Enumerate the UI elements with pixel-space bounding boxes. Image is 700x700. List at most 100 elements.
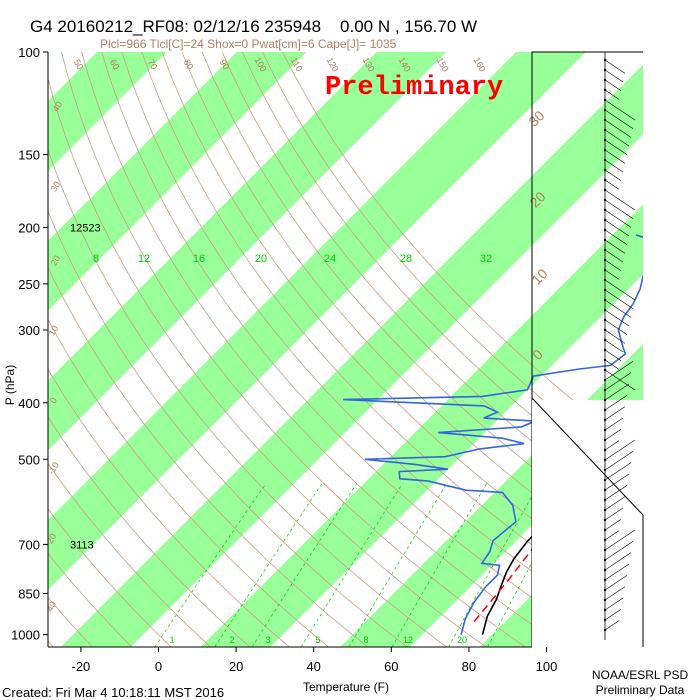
- mixing-ratio-label-bottom: 5: [315, 635, 320, 645]
- y-tick-label: 1000: [11, 628, 40, 643]
- preliminary-watermark: Preliminary: [325, 73, 503, 103]
- adiabat-label-left: 20: [45, 532, 59, 546]
- wind-barb: [604, 473, 630, 491]
- wind-level-dot: [603, 158, 607, 162]
- adiabat-label-left: 40: [45, 600, 59, 614]
- dry-adiabat-line: [81, 52, 565, 647]
- wind-level-dot: [603, 258, 607, 262]
- wind-barb: [604, 149, 626, 164]
- x-tick-label: 20: [229, 659, 243, 674]
- wind-level-dot: [603, 378, 607, 382]
- wind-level-dot: [603, 218, 607, 222]
- mixing-ratio-label-bottom: 2: [229, 635, 234, 645]
- wind-level-dot: [603, 88, 607, 92]
- wind-barb: [604, 89, 620, 100]
- height-label: 3113: [70, 539, 94, 551]
- wind-level-dot: [603, 368, 607, 372]
- wind-level-dot: [603, 188, 607, 192]
- wind-level-dot: [603, 68, 607, 72]
- wind-barb: [604, 359, 620, 370]
- wind-barb: [604, 586, 626, 601]
- mixing-ratio-label-top: 28: [400, 253, 412, 265]
- y-tick-label: 700: [18, 537, 40, 552]
- wind-barb: [604, 439, 636, 461]
- wind-barb: [604, 383, 630, 401]
- mixing-ratio-label-top: 24: [324, 253, 336, 265]
- wind-level-dot: [603, 308, 607, 312]
- wind-level-dot: [603, 358, 607, 362]
- wind-level-dot: [603, 208, 607, 212]
- wind-barb: [604, 319, 628, 335]
- wind-barb: [604, 519, 622, 531]
- wind-barb: [604, 406, 626, 421]
- wind-level-dot: [603, 238, 607, 242]
- wind-barb: [604, 361, 634, 381]
- wind-barb: [604, 69, 624, 83]
- wind-level-dot: [603, 98, 607, 102]
- wind-barb: [604, 507, 624, 521]
- x-tick-label: 0: [155, 659, 162, 674]
- adiabat-label-top: 80: [182, 58, 196, 72]
- isotherm-bands: [48, 52, 643, 647]
- isotherm-band: [48, 52, 167, 171]
- adiabat-label-top: 60: [108, 58, 122, 72]
- wind-level-dot: [603, 458, 607, 462]
- isotherm-band: [48, 52, 307, 311]
- wind-barb: [604, 179, 620, 190]
- mixing-ratio-label-bottom: 20: [457, 635, 467, 645]
- wind-level-dot: [603, 318, 607, 322]
- y-axis-label: P (hPa): [3, 365, 17, 405]
- wind-level-dot: [603, 288, 607, 292]
- y-tick-label: 200: [18, 220, 40, 235]
- wind-level-dot: [603, 408, 607, 412]
- wind-barb: [604, 620, 620, 631]
- x-tick-label: 40: [306, 659, 320, 674]
- sounding-indices: Plcl=966 Tlcl[C]=24 Shox=0 Pwat[cm]=6 Ca…: [100, 37, 397, 51]
- wind-level-dot: [603, 338, 607, 342]
- y-tick-label: 100: [18, 45, 40, 60]
- wind-barb: [604, 99, 636, 121]
- wind-barb: [604, 229, 628, 245]
- wind-level-dot: [603, 78, 607, 82]
- wind-barb: [604, 189, 636, 211]
- adiabat-label-left: 20: [49, 254, 63, 268]
- x-tick-label: 100: [536, 659, 558, 674]
- wind-barb: [604, 159, 624, 173]
- wind-barb: [604, 329, 626, 344]
- wind-barb: [604, 541, 634, 561]
- wind-barb: [604, 209, 632, 228]
- wind-barb: [604, 349, 622, 361]
- dry-adiabat-line: [48, 368, 290, 647]
- wind-barb: [604, 309, 630, 327]
- chart-title: G4 20160212_RF08: 02/12/16 235948 0.00 N…: [30, 17, 477, 36]
- wind-barb: [604, 289, 634, 309]
- wind-level-dot: [603, 608, 607, 612]
- wind-level-dot: [603, 268, 607, 272]
- isotherm-band: [48, 52, 586, 590]
- wind-level-dot: [603, 328, 607, 332]
- wind-barb: [604, 299, 632, 318]
- wind-barb: [604, 79, 622, 91]
- wind-level-dot: [603, 108, 607, 112]
- wind-level-dot: [603, 498, 607, 502]
- wind-barb: [604, 239, 626, 254]
- wind-barb: [604, 429, 622, 441]
- dry-adiabat-line: [48, 597, 93, 647]
- wind-level-dot: [603, 438, 607, 442]
- wind-barb: [604, 597, 624, 611]
- wind-level-dot: [603, 568, 607, 572]
- wind-barb: [604, 529, 636, 551]
- wind-level-dot: [603, 348, 607, 352]
- mixing-ratio-labels: 8 12 16 20 24 28 321 2 3 5 8 12 20: [93, 253, 492, 645]
- mixing-ratio-line: [154, 483, 267, 647]
- wind-level-dot: [603, 388, 607, 392]
- dry-adiabat-line: [48, 640, 54, 647]
- wind-level-dot: [603, 478, 607, 482]
- wind-barb: [604, 259, 622, 271]
- wind-level-dot: [603, 138, 607, 142]
- dry-adiabat-line: [282, 52, 643, 455]
- x-axis-label: Temperature (F): [303, 680, 389, 694]
- wind-level-dot: [603, 528, 607, 532]
- wind-level-dot: [603, 548, 607, 552]
